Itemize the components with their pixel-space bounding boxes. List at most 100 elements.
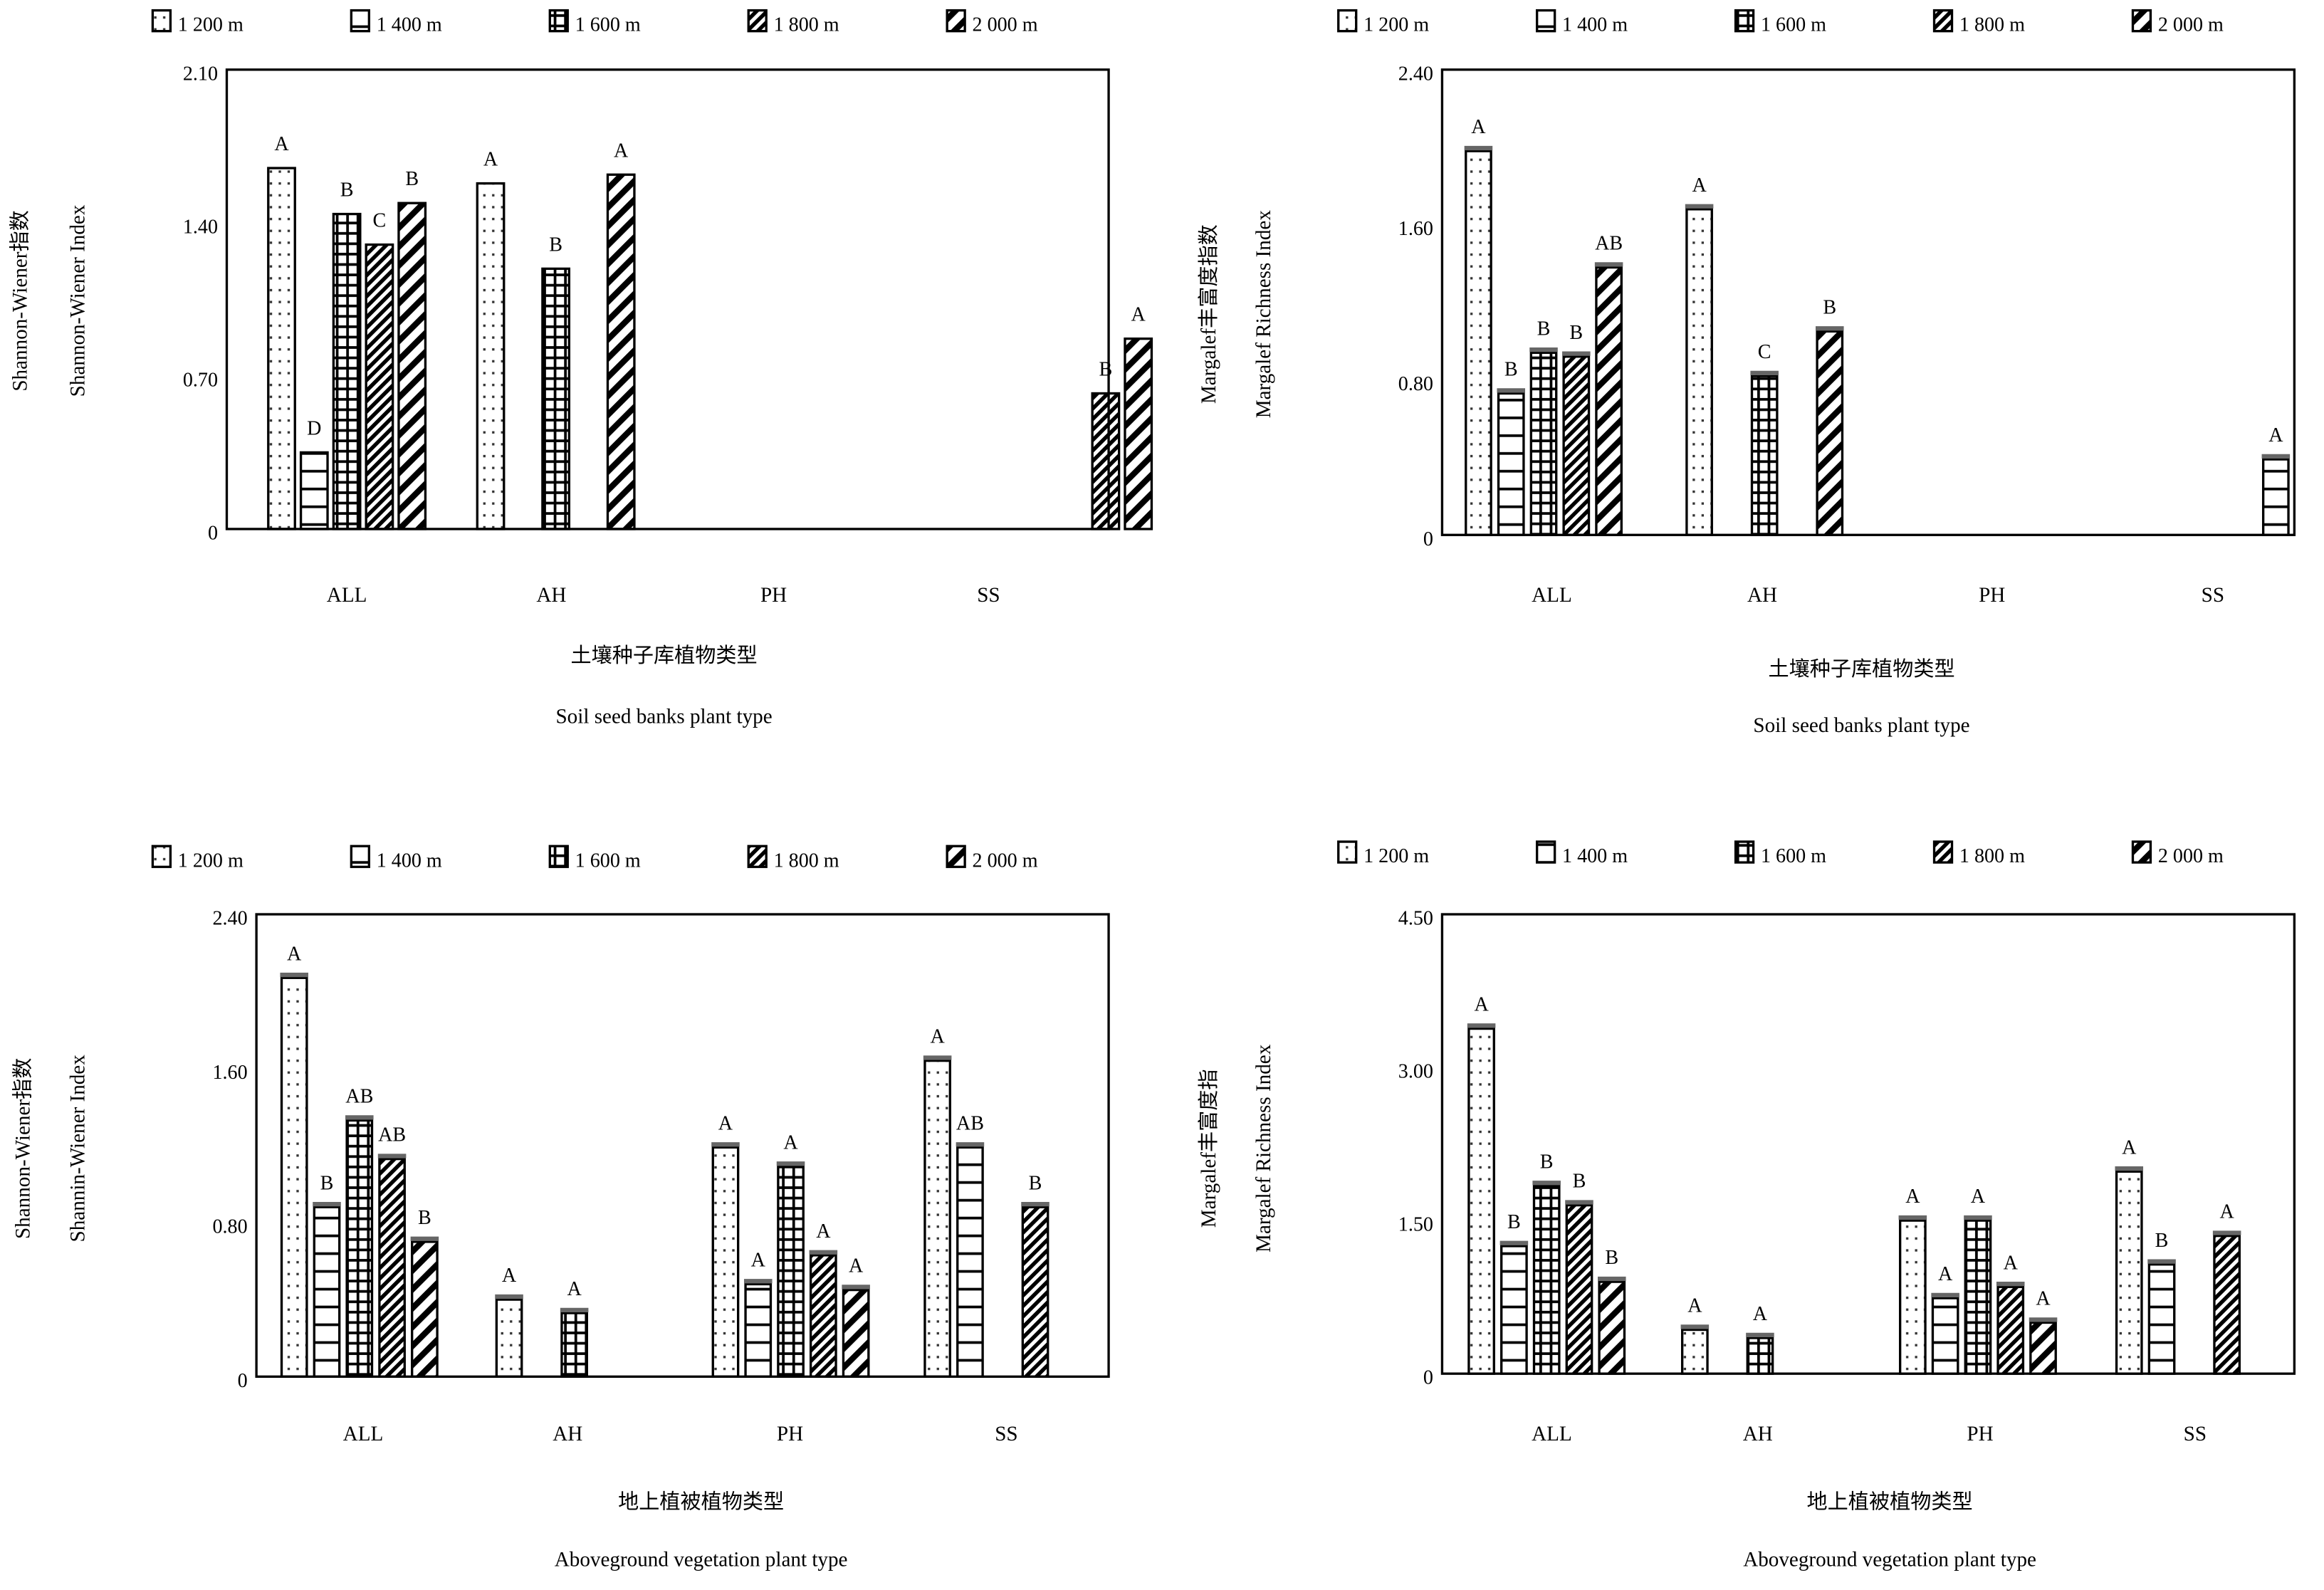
bar-ss-4 xyxy=(1091,392,1121,530)
bar-all-5 xyxy=(397,202,427,530)
plot-area xyxy=(1440,913,2296,1375)
bar-ph-2 xyxy=(1931,1297,1959,1375)
legend-swatch-3 xyxy=(1734,9,1755,33)
bar-ah-1 xyxy=(495,1298,523,1378)
legend-swatch-4 xyxy=(1932,840,1954,864)
bar-ph-2 xyxy=(744,1282,773,1378)
significance-label: A xyxy=(1471,116,1486,138)
bar-all-1 xyxy=(1465,150,1492,536)
bar-ah-1 xyxy=(476,182,506,530)
legend-label-4: 1 800 m xyxy=(774,849,839,872)
legend-label-1: 1 200 m xyxy=(1363,845,1429,867)
y-tick-label: 4.50 xyxy=(1398,908,1433,930)
bar-ah-3 xyxy=(560,1312,588,1378)
significance-label: B xyxy=(320,1172,334,1194)
significance-label: C xyxy=(1758,341,1771,363)
bar-ah-1 xyxy=(1680,1328,1709,1375)
bar-all-5 xyxy=(1595,266,1623,536)
y-tick-label: 1.40 xyxy=(183,216,218,238)
x-category-label: ALL xyxy=(1532,1423,1572,1445)
bar-ph-1 xyxy=(1898,1219,1927,1375)
x-axis-title-en: Aboveground vegetation plant type xyxy=(1743,1549,2036,1571)
bar-ah-5 xyxy=(1816,330,1844,536)
legend-label-1: 1 200 m xyxy=(178,14,244,36)
significance-label: A xyxy=(1687,1295,1702,1317)
legend-swatch-2 xyxy=(350,9,370,33)
significance-label: B xyxy=(1099,359,1113,381)
y-tick-label: 2.40 xyxy=(1398,63,1433,85)
legend-swatch-5 xyxy=(2131,9,2152,33)
y-axis-title-en: Margalef Richness Index xyxy=(1252,1044,1275,1252)
legend-label-3: 1 600 m xyxy=(575,14,641,36)
significance-label: B xyxy=(340,179,354,202)
y-axis-title-en: Shannon-Wiener Index xyxy=(67,204,90,397)
y-tick-label: 0 xyxy=(1423,528,1433,550)
chart-panel-2: 1 200 m 1 400 m 1 600 m 1 800 m 2 000 m 0 0.80… xyxy=(1197,9,2296,737)
bar-ss-1 xyxy=(2115,1170,2143,1375)
significance-label: A xyxy=(816,1220,831,1243)
significance-label: B xyxy=(1823,296,1836,318)
y-tick-label: 0.70 xyxy=(183,369,218,391)
x-category-label: ALL xyxy=(327,584,367,607)
legend-label-2: 1 400 m xyxy=(377,849,442,872)
bar-all-5 xyxy=(411,1240,439,1378)
legend: 1 200 m 1 400 m 1 600 m 1 800 m 2 000 m xyxy=(151,9,1038,36)
legend-label-4: 1 800 m xyxy=(774,14,839,36)
significance-label: A xyxy=(274,133,289,155)
x-category-label: ALL xyxy=(343,1423,384,1445)
bar-all-5 xyxy=(1598,1280,1626,1375)
legend-swatch-2 xyxy=(1535,840,1556,864)
legend-swatch-1 xyxy=(151,9,172,33)
bar-ph-3 xyxy=(777,1165,805,1378)
chart-panel-1: 1 200 m 1 400 m 1 600 m 1 800 m 2 000 m 0 0.70… xyxy=(8,9,1153,728)
significance-label: A xyxy=(2036,1288,2051,1310)
bar-ph-5 xyxy=(2029,1321,2057,1375)
legend-swatch-4 xyxy=(1932,9,1954,33)
x-axis-title-cn: 土壤种子库植物类型 xyxy=(570,644,757,667)
x-category-label: SS xyxy=(995,1423,1017,1445)
legend-label-2: 1 400 m xyxy=(1562,845,1628,867)
significance-label: B xyxy=(549,234,562,256)
chart-panel-4: 1 200 m 1 400 m 1 600 m 1 800 m 2 000 m 0 1.50… xyxy=(1197,840,2296,1571)
legend-swatch-1 xyxy=(1337,9,1358,33)
bar-ss-1 xyxy=(923,1059,951,1378)
legend: 1 200 m 1 400 m 1 600 m 1 800 m 2 000 m xyxy=(1337,840,2224,867)
significance-label: AB xyxy=(345,1086,373,1108)
x-category-label: AH xyxy=(536,584,566,607)
legend: 1 200 m 1 400 m 1 600 m 1 800 m 2 000 m xyxy=(1337,9,2224,36)
x-axis-title-cn: 地上植被植物类型 xyxy=(1807,1490,1973,1514)
legend-swatch-3 xyxy=(548,9,569,33)
bar-ss-2 xyxy=(2261,458,2290,536)
bar-ph-4 xyxy=(1996,1285,2025,1375)
y-tick-label: 0 xyxy=(238,1370,248,1392)
y-tick-label: 1.50 xyxy=(1398,1214,1433,1236)
significance-label: A xyxy=(1474,994,1489,1016)
y-tick-label: 3.00 xyxy=(1398,1061,1433,1083)
legend-swatch-5 xyxy=(946,844,966,869)
y-tick-label: 0.80 xyxy=(212,1215,247,1238)
legend-label-3: 1 600 m xyxy=(575,849,641,872)
legend-label-3: 1 600 m xyxy=(1761,14,1826,36)
legend-swatch-5 xyxy=(946,9,966,33)
legend-swatch-4 xyxy=(747,844,768,869)
y-tick-label: 0 xyxy=(208,523,218,545)
significance-label: D xyxy=(307,417,321,439)
bar-ss-4 xyxy=(2213,1234,2241,1375)
significance-label: B xyxy=(2155,1230,2169,1252)
significance-label: AB xyxy=(378,1124,406,1146)
significance-label: A xyxy=(718,1112,733,1134)
significance-label: AB xyxy=(956,1112,984,1134)
plot-area xyxy=(225,68,1110,530)
significance-label: B xyxy=(1537,318,1551,340)
y-tick-label: 2.10 xyxy=(183,63,218,85)
legend-swatch-3 xyxy=(1734,840,1755,864)
significance-label: A xyxy=(849,1255,864,1277)
x-category-label: ALL xyxy=(1532,584,1572,607)
x-axis-title-en: Soil seed banks plant type xyxy=(555,706,772,728)
bar-ah-3 xyxy=(1746,1337,1774,1375)
legend: 1 200 m 1 400 m 1 600 m 1 800 m 2 000 m xyxy=(151,844,1038,872)
significance-label: A xyxy=(1938,1263,1953,1285)
x-category-label: PH xyxy=(1979,584,2005,607)
legend-label-5: 2 000 m xyxy=(973,14,1038,36)
significance-label: B xyxy=(1605,1247,1618,1269)
